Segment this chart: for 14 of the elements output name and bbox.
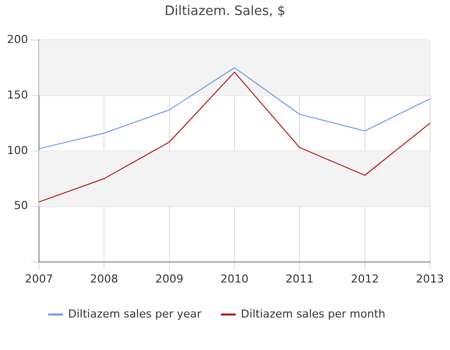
x-tick-label: 2009 (155, 272, 184, 286)
y-tick-label: 200 (6, 32, 28, 46)
x-tick-label: 2012 (350, 272, 379, 286)
y-tick-label: 150 (6, 88, 28, 102)
legend-label: Diltiazem sales per year (68, 307, 202, 320)
chart-title: Diltiazem. Sales, $ (164, 4, 286, 19)
y-tick-label: 100 (6, 144, 28, 157)
x-tick-label: 2007 (24, 272, 53, 286)
x-tick-label: 2008 (90, 272, 118, 286)
legend-label: Diltiazem sales per month (240, 307, 386, 320)
x-tick-label: 2011 (286, 272, 314, 286)
y-tick-label: 50 (14, 199, 28, 212)
x-tick-label: 2013 (416, 272, 444, 286)
x-tick-label: 2010 (220, 272, 248, 286)
